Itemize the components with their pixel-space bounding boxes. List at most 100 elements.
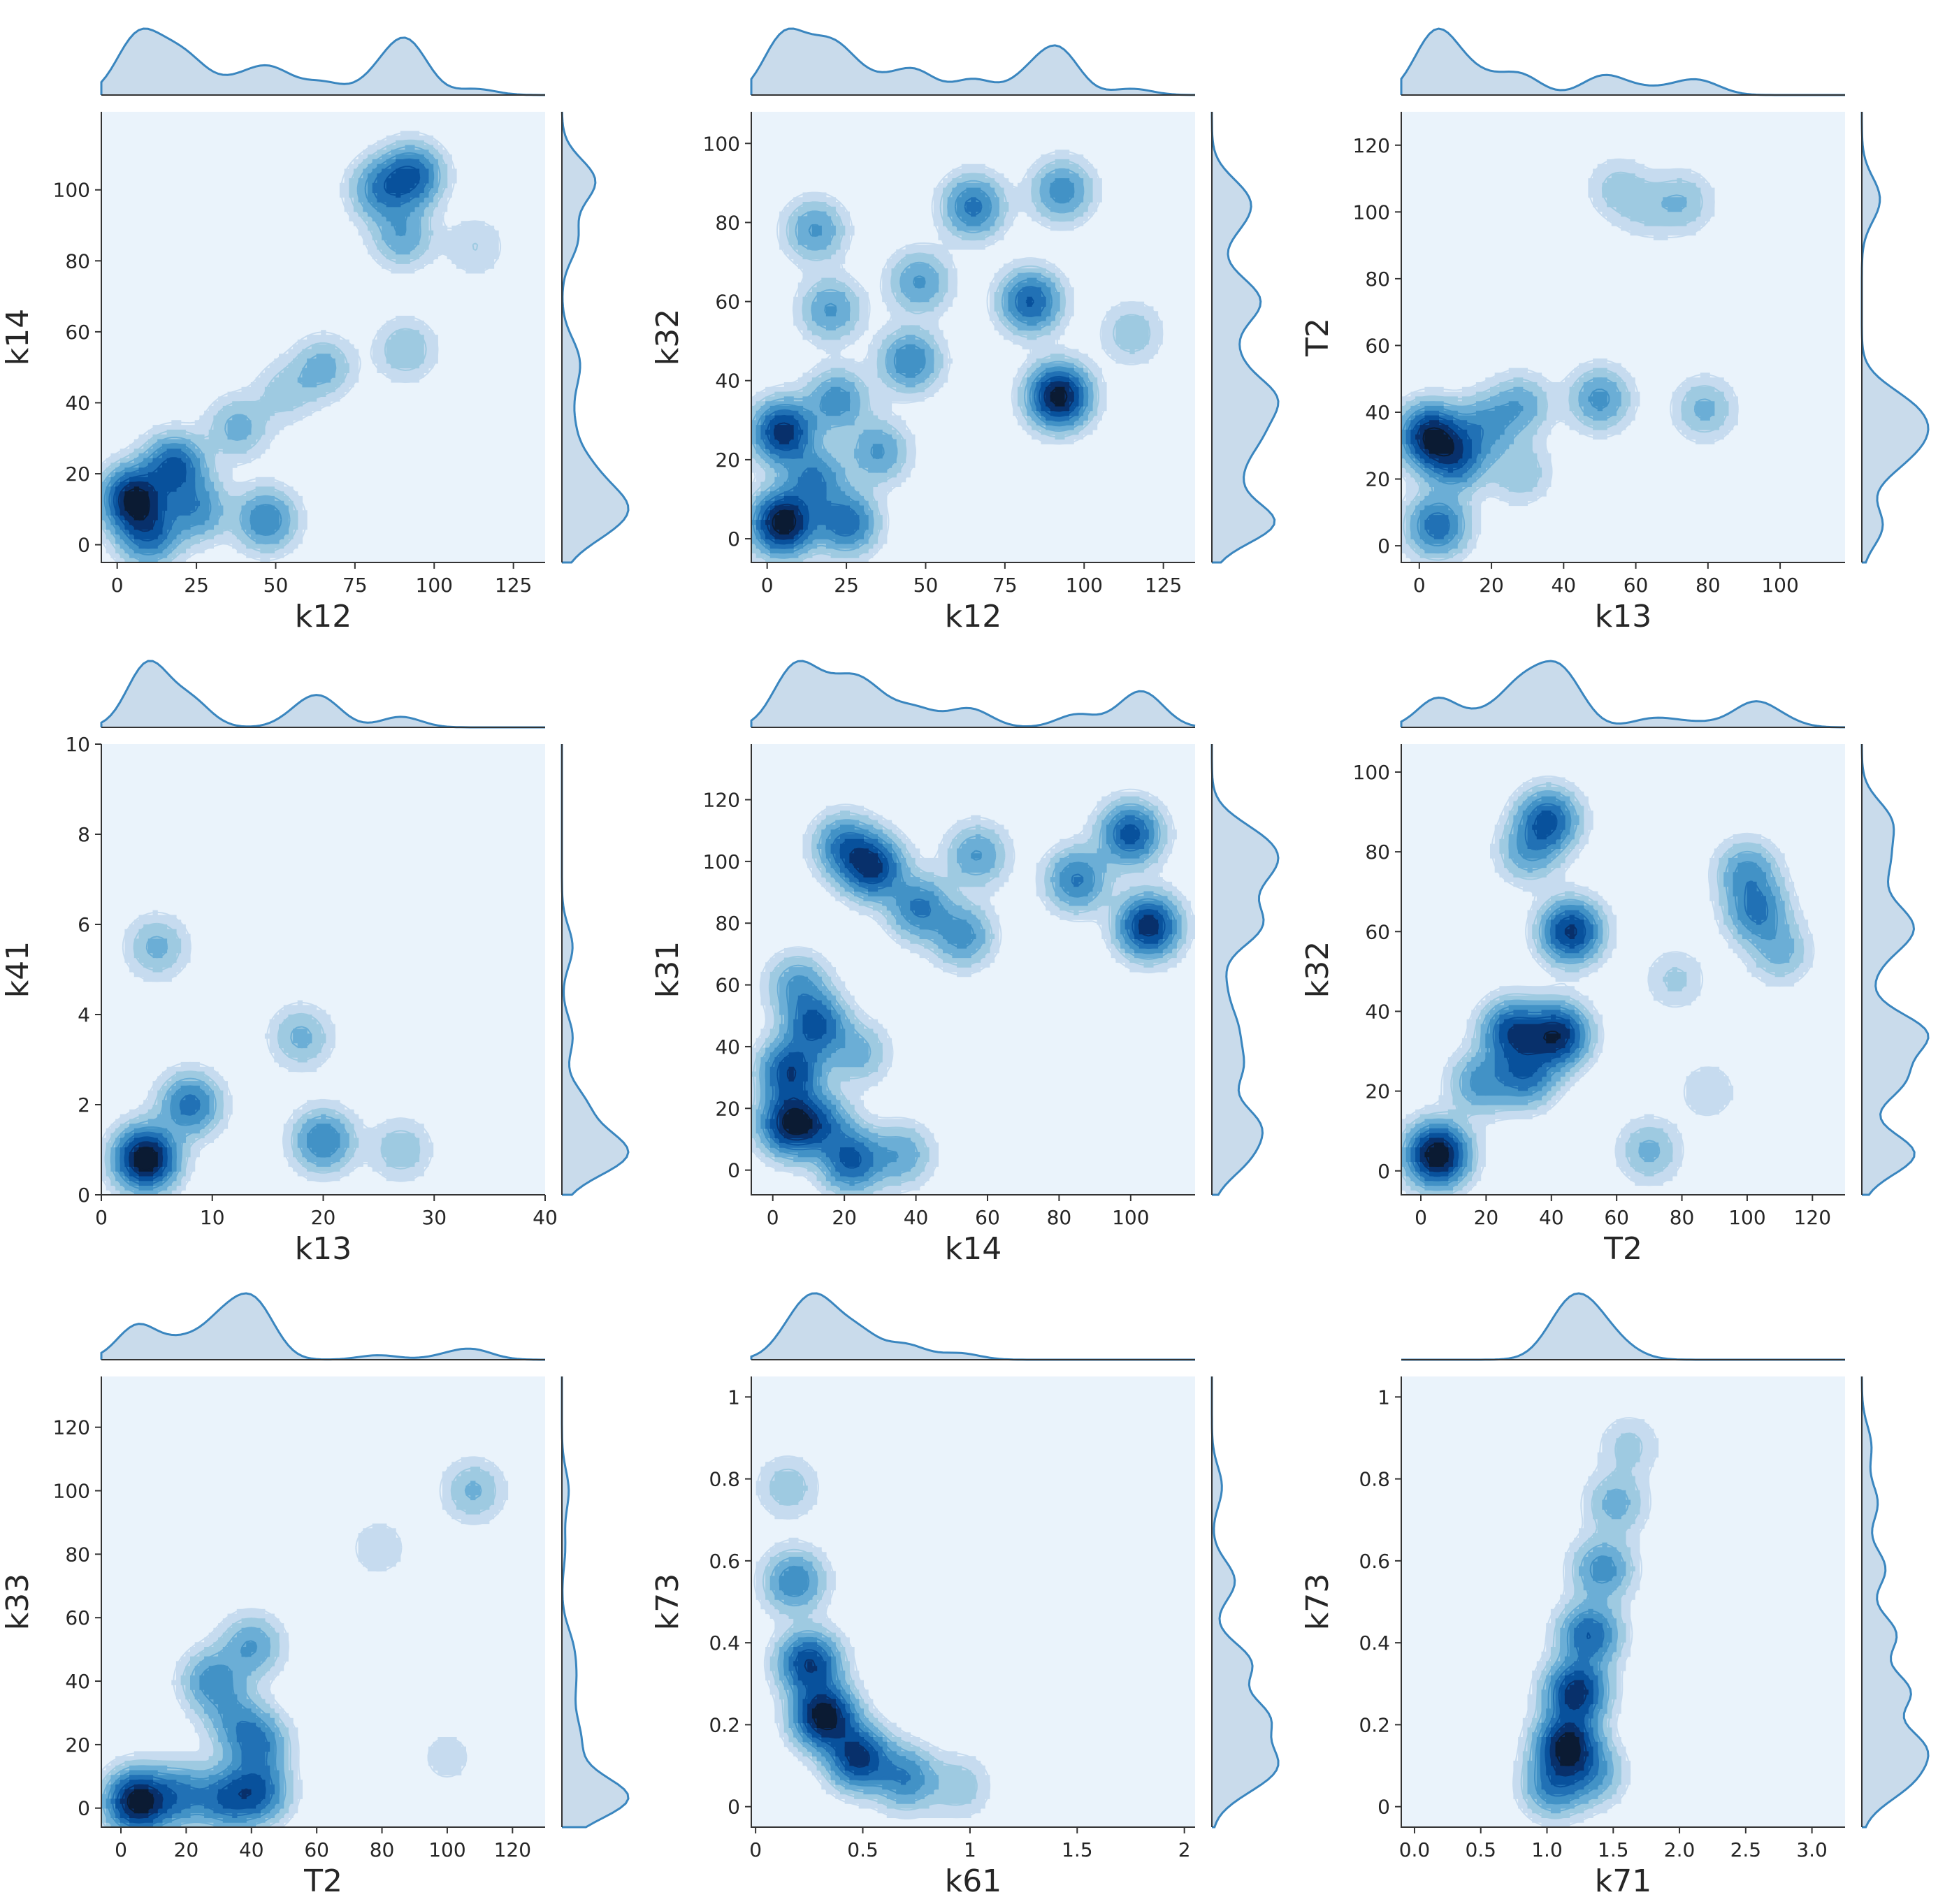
- y-tick-label: 0.8: [1359, 1468, 1390, 1491]
- density-contour-7: [1549, 1680, 1587, 1777]
- x-tick-label: 40: [533, 1206, 558, 1229]
- y-marginal-density-line: [1860, 743, 1930, 1196]
- density-contour-3: [102, 1482, 482, 1827]
- y-marginal-density-line: [1210, 1376, 1280, 1829]
- y-tick-label: 2: [78, 1093, 90, 1117]
- x-axis-label: k13: [1595, 599, 1651, 634]
- density-contour-6: [124, 1136, 168, 1181]
- x-tick-label: 10: [200, 1206, 225, 1229]
- x-tick-label: 100: [1761, 574, 1798, 597]
- y-tick-label: 80: [65, 1543, 90, 1566]
- density-contour-4: [115, 1085, 340, 1190]
- y-tick-label: 60: [715, 974, 740, 997]
- x-marginal-density-fill: [101, 29, 545, 95]
- density-contour-6: [113, 166, 421, 542]
- y-tick-label: 40: [65, 391, 90, 414]
- y-axis-label: T2: [1300, 318, 1336, 357]
- density-contour-8: [813, 1702, 838, 1731]
- density-contour-7: [776, 848, 1159, 1141]
- density-level-8: [129, 1789, 154, 1814]
- x-marginal-density-line: [100, 27, 545, 96]
- y-marginal-density-line: [1210, 744, 1280, 1196]
- x-tick-label: 100: [416, 574, 453, 597]
- y-tick-label: 0.4: [1359, 1632, 1390, 1655]
- density-level-8: [1555, 1732, 1579, 1766]
- density-contour-3: [1401, 194, 1715, 554]
- density-contour-8: [782, 1107, 812, 1135]
- y-axis-label: k33: [0, 1574, 36, 1630]
- density-contour-1: [1512, 1417, 1658, 1827]
- y-tick-label: 100: [53, 179, 90, 202]
- density-contour-2: [751, 159, 1151, 562]
- y-axis-label: k32: [1300, 941, 1336, 998]
- x-tick-label: 125: [495, 574, 532, 597]
- y-marginal-density-line: [1860, 1376, 1930, 1829]
- x-axis-label: k71: [1595, 1863, 1651, 1899]
- y-tick-label: 20: [715, 449, 740, 472]
- kde-panel-3: 0 20 40 60 80 100 0 20 40 60 80 100 120 k13 T2: [1300, 27, 1930, 634]
- x-tick-label: 75: [992, 574, 1018, 597]
- density-level-8: [783, 1109, 813, 1134]
- y-tick-label: 10: [65, 733, 90, 756]
- density-contour-3: [110, 936, 349, 1195]
- x-tick-label: 40: [904, 1206, 929, 1229]
- density-contour-6: [761, 297, 1079, 545]
- density-contour-3: [770, 1557, 939, 1803]
- x-marginal-density-line: [750, 27, 1195, 96]
- x-tick-label: 2: [1178, 1838, 1191, 1861]
- y-tick-label: 60: [715, 291, 740, 314]
- density-contour-2: [101, 1467, 496, 1827]
- density-contour-4: [762, 809, 1176, 1184]
- x-tick-label: 0: [767, 1206, 779, 1229]
- y-tick-label: 20: [715, 1097, 740, 1120]
- y-tick-label: 80: [715, 211, 740, 234]
- x-tick-label: 80: [370, 1838, 395, 1861]
- y-tick-label: 20: [1365, 1080, 1390, 1103]
- kde-panel-7: 0 20 40 60 80 100 120 0 20 40 60 80 100 120 T2 k33: [0, 1292, 630, 1899]
- x-axis-label: T2: [1603, 1231, 1642, 1267]
- x-tick-label: 2.5: [1730, 1838, 1762, 1861]
- density-contour-4: [752, 178, 1089, 554]
- density-contour-7: [1420, 925, 1577, 1172]
- density-contour-5: [757, 198, 1084, 549]
- density-level-4: [751, 178, 1088, 554]
- y-axis-label: k73: [650, 1574, 686, 1630]
- y-tick-label: 0: [1378, 1796, 1390, 1819]
- x-tick-label: 120: [494, 1838, 531, 1861]
- density-contour-3: [756, 803, 1182, 1191]
- density-level-3: [110, 938, 349, 1195]
- kde-panel-4: 0 10 20 30 40 0 2 4 6 8 10 k13 k41: [0, 660, 630, 1267]
- x-tick-label: 0: [749, 1838, 762, 1861]
- density-contour-5: [1406, 411, 1484, 539]
- density-level-4: [106, 154, 434, 554]
- y-tick-label: 40: [715, 370, 740, 393]
- density-contour-5: [788, 1643, 910, 1783]
- y-tick-label: 20: [65, 463, 90, 486]
- y-tick-label: 60: [1365, 920, 1390, 943]
- x-marginal-density-fill: [1401, 661, 1845, 727]
- x-tick-label: 60: [304, 1838, 329, 1861]
- y-tick-label: 100: [703, 850, 740, 873]
- kde-panel-5: 0 20 40 60 80 100 0 20 40 60 80 100 120 k14 k31: [650, 660, 1280, 1267]
- density-level-3: [755, 806, 1182, 1191]
- x-axis-label: k14: [945, 1231, 1002, 1267]
- x-tick-label: 60: [1604, 1206, 1629, 1229]
- y-marginal-density-fill: [1862, 112, 1928, 562]
- x-tick-label: 1: [964, 1838, 976, 1861]
- density-contour-7: [129, 1141, 164, 1176]
- x-tick-label: 20: [1474, 1206, 1499, 1229]
- axis-spines: [1401, 744, 1845, 1196]
- density-level-7: [120, 1784, 252, 1818]
- y-tick-label: 100: [1353, 201, 1390, 224]
- density-contour-1: [101, 911, 433, 1195]
- density-contour-4: [1534, 1555, 1616, 1805]
- x-marginal-density-fill: [751, 29, 1195, 95]
- density-contour-1: [1401, 158, 1739, 562]
- y-marginal-density-line: [561, 111, 630, 564]
- density-contour-7: [804, 1659, 870, 1768]
- y-tick-label: 8: [78, 823, 90, 846]
- y-tick-label: 0.2: [709, 1713, 740, 1736]
- axis-spines: [101, 1376, 545, 1828]
